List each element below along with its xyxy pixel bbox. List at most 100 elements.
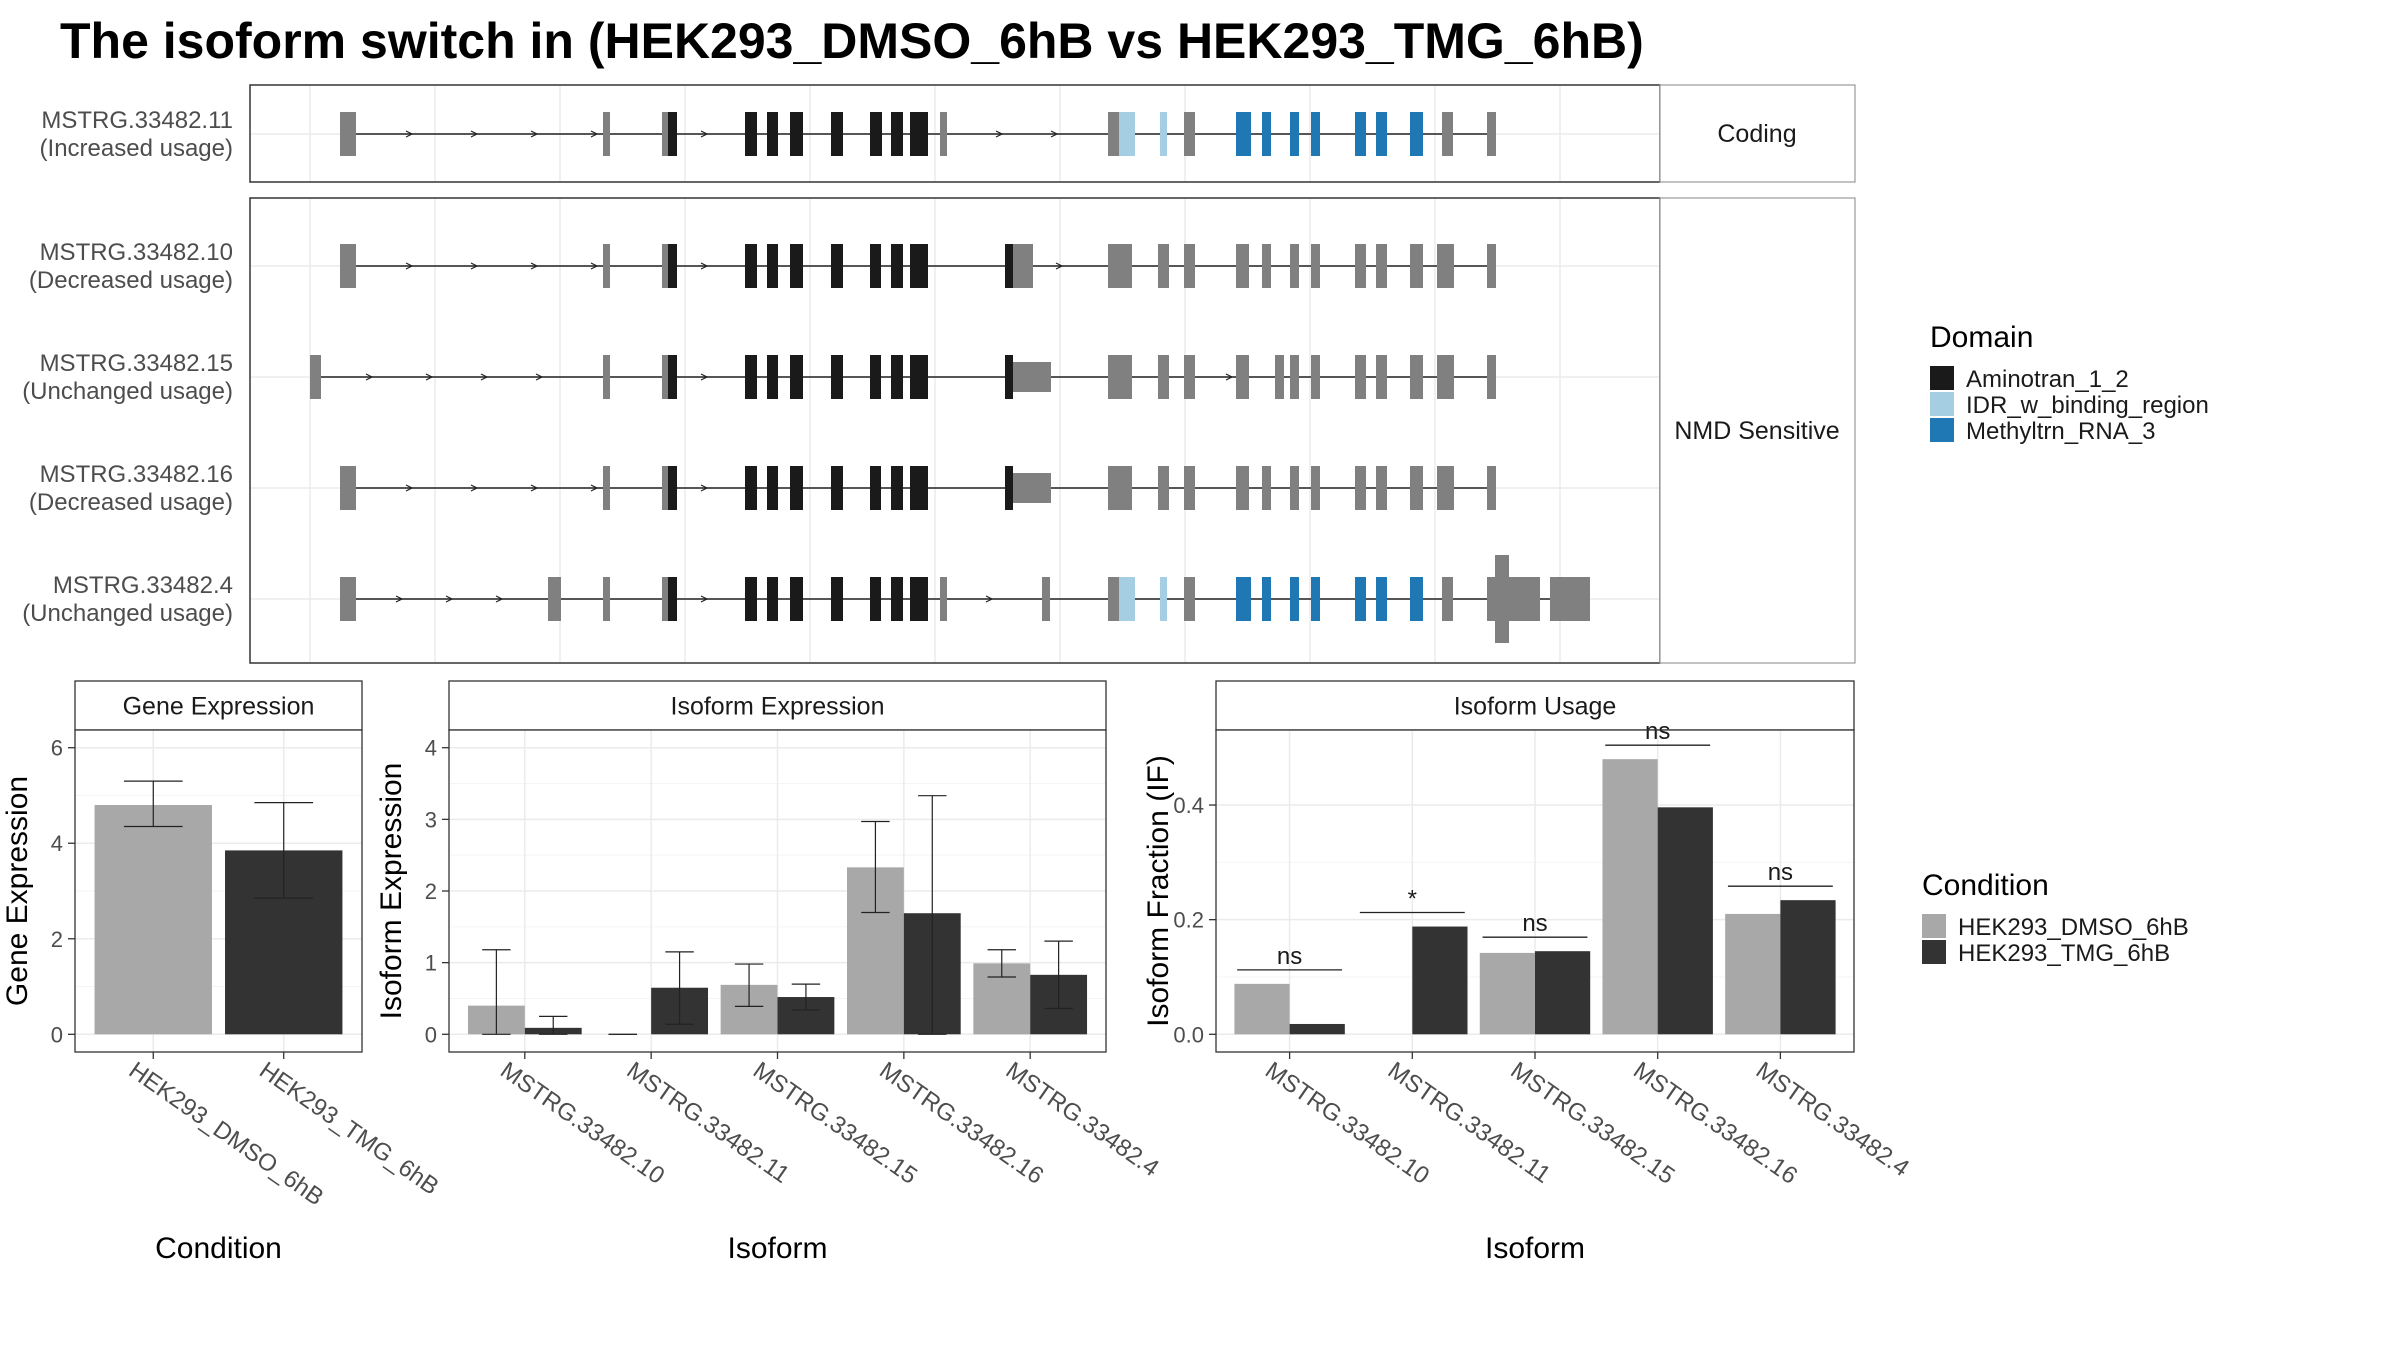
exon-block xyxy=(1108,355,1132,399)
strand-arrow xyxy=(1050,130,1059,138)
strand-arrow xyxy=(365,373,374,381)
y-tick-label: 3 xyxy=(425,807,437,832)
exon-block xyxy=(1376,466,1387,510)
exon-block xyxy=(1311,577,1320,621)
nmd-strip-label: NMD Sensitive xyxy=(1674,417,1839,445)
exon-block xyxy=(891,466,903,510)
exon-block xyxy=(1410,577,1423,621)
y-tick-label: 0.4 xyxy=(1173,793,1204,818)
exon-block xyxy=(603,244,610,288)
exon-block xyxy=(1290,244,1299,288)
exon-block xyxy=(1355,112,1366,156)
transcript-tracks xyxy=(310,112,1590,643)
exon-block xyxy=(1376,112,1387,156)
exon-block xyxy=(940,577,947,621)
significance-label: ns xyxy=(1645,718,1670,745)
x-axis-title: Isoform xyxy=(727,1232,827,1265)
exon-block xyxy=(1108,112,1119,156)
strand-arrow xyxy=(495,595,504,603)
exon-block xyxy=(831,244,843,288)
exon-block xyxy=(662,355,668,399)
exon-block xyxy=(1311,466,1320,510)
exon-block xyxy=(1158,466,1169,510)
isoform-label-status: (Increased usage) xyxy=(40,135,233,162)
exon-block xyxy=(668,466,677,510)
panel-title: Isoform Expression xyxy=(671,693,885,721)
strand-arrow xyxy=(470,484,479,492)
condition-legend-label: HEK293_DMSO_6hB xyxy=(1958,914,2189,941)
exon-block xyxy=(1005,355,1013,399)
strand-arrow xyxy=(590,130,599,138)
exon-block xyxy=(340,577,356,621)
strand-arrow xyxy=(530,262,539,270)
exon-block xyxy=(1236,355,1249,399)
exon-block xyxy=(910,355,928,399)
exon-block xyxy=(310,355,321,399)
exon-block xyxy=(891,244,903,288)
exon-block xyxy=(603,466,610,510)
exon-block xyxy=(1355,466,1366,510)
exon-block xyxy=(1236,466,1249,510)
exon-block xyxy=(790,244,803,288)
exon-block xyxy=(891,355,903,399)
exon-block xyxy=(1236,112,1251,156)
exon-block xyxy=(1290,355,1299,399)
exon-block xyxy=(767,355,778,399)
isoform-label-name: MSTRG.33482.10 xyxy=(40,239,233,266)
y-axis-title: Isoform Expression xyxy=(375,763,408,1020)
exon-block xyxy=(745,112,757,156)
exon-block xyxy=(1108,577,1119,621)
exon-block xyxy=(1262,466,1271,510)
exon-block xyxy=(1275,355,1284,399)
exon-block xyxy=(767,112,778,156)
exon-block xyxy=(1487,466,1496,510)
isoform-label-name: MSTRG.33482.15 xyxy=(40,350,233,377)
exon-block xyxy=(1184,244,1195,288)
condition-legend-key-tmg xyxy=(1922,940,1946,964)
exon-block xyxy=(603,355,610,399)
exon-block xyxy=(1437,466,1454,510)
strand-arrow xyxy=(425,373,434,381)
exon-block xyxy=(1410,112,1423,156)
condition-legend-title: Condition xyxy=(1922,869,2049,902)
strand-arrow xyxy=(405,130,414,138)
panel-strip xyxy=(1215,680,1855,731)
exon-block xyxy=(1442,577,1453,621)
isoform-label-status: (Unchanged usage) xyxy=(22,600,233,627)
exon-block xyxy=(668,112,677,156)
strand-arrow xyxy=(535,373,544,381)
figure-title: The isoform switch in (HEK293_DMSO_6hB v… xyxy=(60,13,1644,69)
domain-legend-label: Methyltrn_RNA_3 xyxy=(1966,418,2155,445)
bar xyxy=(1657,807,1713,1035)
y-tick-label: 4 xyxy=(51,831,63,856)
exon-block xyxy=(767,244,778,288)
exon-block xyxy=(1290,577,1299,621)
panel-title: Isoform Usage xyxy=(1454,693,1617,721)
domain-legend-key-methyl xyxy=(1930,418,1954,442)
exon-block xyxy=(603,577,610,621)
exon-block xyxy=(1495,577,1540,621)
y-tick-label: 2 xyxy=(51,927,63,952)
exon-block xyxy=(940,112,947,156)
bar xyxy=(1780,900,1836,1035)
exon-block xyxy=(910,244,928,288)
strand-arrow xyxy=(445,595,454,603)
exon-block xyxy=(1311,355,1320,399)
exon-block xyxy=(1355,577,1366,621)
exon-block xyxy=(1013,362,1051,392)
exon-block xyxy=(1042,577,1050,621)
strand-arrow xyxy=(700,373,709,381)
y-tick-label: 1 xyxy=(425,951,437,976)
exon-block xyxy=(1410,355,1423,399)
exon-block xyxy=(1290,466,1299,510)
condition-legend-label: HEK293_TMG_6hB xyxy=(1958,940,2170,967)
exon-block xyxy=(745,355,757,399)
exon-block xyxy=(1487,355,1496,399)
exon-block xyxy=(340,112,356,156)
exon-block xyxy=(910,112,928,156)
isoform-label-status: (Decreased usage) xyxy=(29,267,233,294)
strand-arrow xyxy=(395,595,404,603)
exon-block xyxy=(662,244,668,288)
exon-block xyxy=(870,244,881,288)
x-axis-title: Condition xyxy=(155,1232,282,1265)
